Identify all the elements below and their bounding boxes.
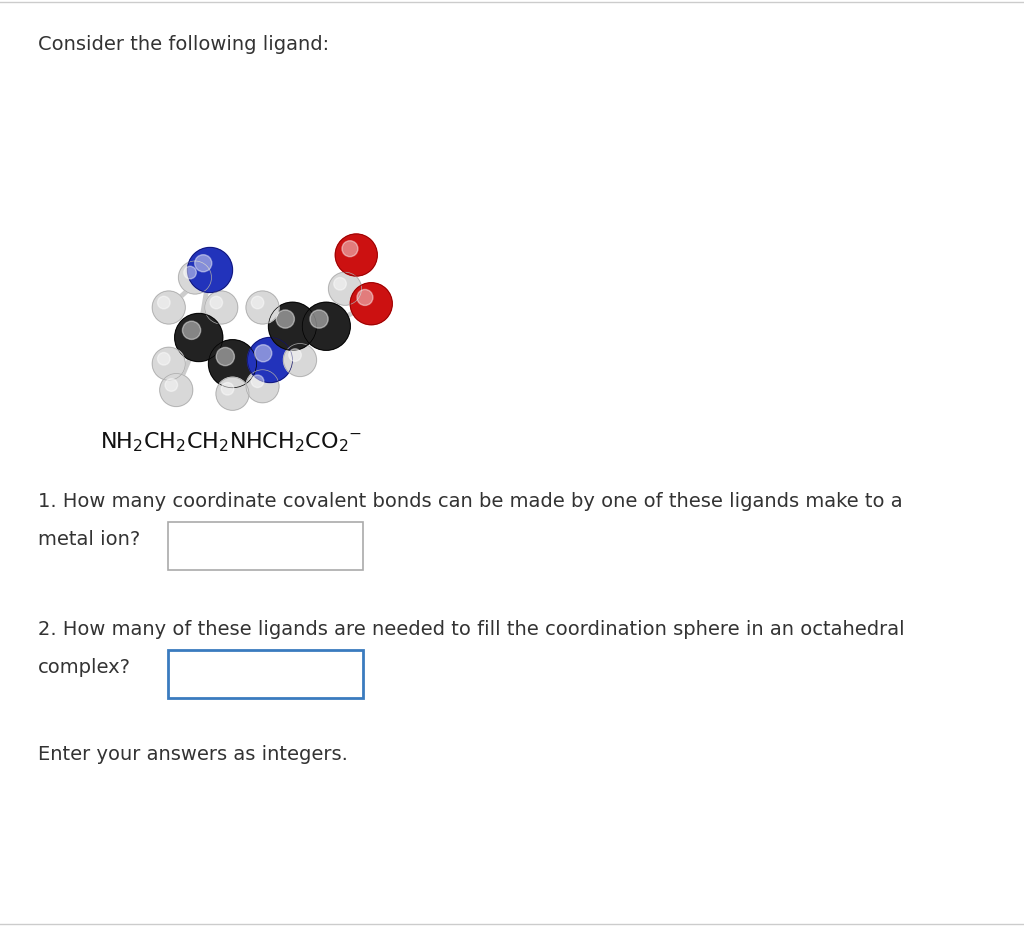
Circle shape — [195, 255, 212, 272]
Text: Enter your answers as integers.: Enter your answers as integers. — [38, 745, 348, 764]
Circle shape — [284, 344, 316, 377]
Circle shape — [255, 344, 271, 362]
Circle shape — [251, 375, 264, 388]
Circle shape — [158, 296, 170, 308]
Text: 4?: 4? — [178, 536, 201, 556]
Circle shape — [302, 302, 350, 350]
Text: Consider the following ligand:: Consider the following ligand: — [38, 35, 329, 54]
Circle shape — [165, 379, 177, 392]
Circle shape — [248, 337, 293, 382]
Text: complex?: complex? — [38, 658, 131, 677]
Text: 2?|: 2?| — [178, 664, 208, 683]
FancyBboxPatch shape — [168, 650, 362, 698]
Circle shape — [310, 310, 328, 328]
Circle shape — [216, 377, 249, 410]
Circle shape — [160, 373, 193, 407]
Circle shape — [268, 302, 316, 350]
Circle shape — [205, 291, 238, 324]
Circle shape — [153, 347, 185, 381]
Circle shape — [178, 261, 212, 294]
Circle shape — [221, 382, 233, 395]
Circle shape — [335, 234, 377, 276]
FancyBboxPatch shape — [168, 522, 362, 570]
Circle shape — [175, 314, 223, 361]
Text: 2. How many of these ligands are needed to fill the coordination sphere in an oc: 2. How many of these ligands are needed … — [38, 620, 904, 639]
Circle shape — [209, 340, 256, 388]
Circle shape — [350, 282, 392, 325]
Circle shape — [153, 291, 185, 324]
Circle shape — [210, 296, 222, 308]
Text: 1. How many coordinate covalent bonds can be made by one of these ligands make t: 1. How many coordinate covalent bonds ca… — [38, 492, 902, 511]
Circle shape — [187, 247, 232, 293]
Circle shape — [334, 278, 346, 290]
Circle shape — [246, 291, 279, 324]
Circle shape — [158, 353, 170, 365]
Circle shape — [182, 321, 201, 340]
Circle shape — [342, 241, 358, 257]
Circle shape — [183, 267, 197, 279]
Circle shape — [216, 347, 234, 366]
Circle shape — [251, 296, 264, 308]
Circle shape — [246, 369, 279, 403]
Circle shape — [276, 310, 295, 328]
Circle shape — [329, 272, 361, 306]
Text: metal ion?: metal ion? — [38, 530, 140, 549]
Text: NH$_2$CH$_2$CH$_2$NHCH$_2$CO$_2$$^{-}$: NH$_2$CH$_2$CH$_2$NHCH$_2$CO$_2$$^{-}$ — [100, 430, 362, 454]
Circle shape — [357, 290, 373, 306]
Circle shape — [289, 349, 301, 361]
